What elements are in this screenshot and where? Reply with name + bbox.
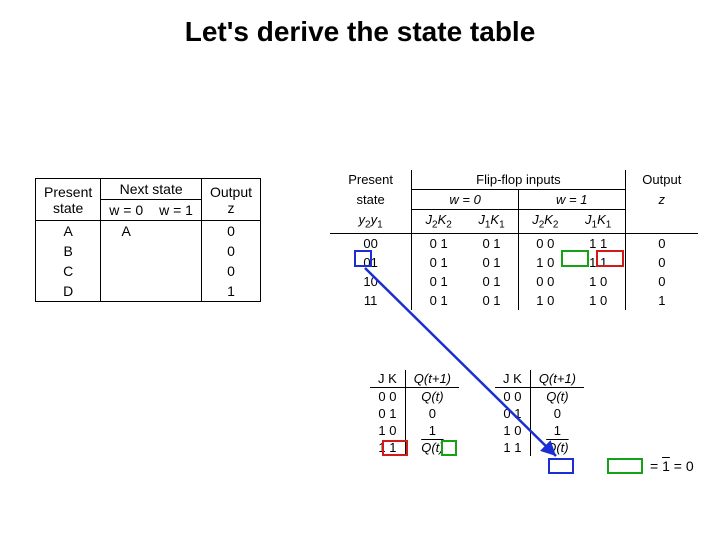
st-w0	[101, 241, 151, 261]
st-ps: C	[36, 261, 101, 281]
st-w0	[101, 261, 151, 281]
ff-y2y1: y2y1	[330, 210, 412, 234]
st-z: 0	[201, 241, 260, 261]
jk-row: 0 1	[495, 405, 530, 422]
highlight-red-jk	[382, 440, 408, 456]
jk-q: Q(t)	[530, 439, 584, 456]
ff-c: 0 0	[518, 272, 571, 291]
ff-c: 0 1	[465, 272, 518, 291]
q-hdr: Q(t+1)	[530, 370, 584, 388]
hdr-w1: w = 1	[151, 200, 201, 221]
ff-c: 0 1	[412, 233, 465, 253]
st-z: 1	[201, 281, 260, 302]
ff-c: 1 0	[572, 291, 625, 310]
highlight-red-ff	[596, 250, 624, 267]
st-ps: B	[36, 241, 101, 261]
ff-c: 0 1	[412, 272, 465, 291]
ff-blank	[625, 210, 698, 234]
ff-c: 0 1	[412, 253, 465, 272]
highlight-green-jk	[441, 440, 457, 456]
jk-q: Q(t)	[405, 388, 459, 406]
ff-hdr-ff: Flip-flop inputs	[412, 170, 625, 190]
ff-c: 1 0	[572, 272, 625, 291]
ff-c: 1 0	[518, 291, 571, 310]
ff-hdr-w1: w = 1	[518, 190, 625, 210]
flipflop-table: Present Flip-flop inputs Output state w …	[330, 170, 698, 310]
highlight-blue-jk	[548, 458, 574, 474]
jk-row: 0 0	[370, 388, 405, 406]
st-w1	[151, 221, 201, 242]
jk-q: 0	[530, 405, 584, 422]
ff-j1k1-b: J1K1	[572, 210, 625, 234]
jk-row: 1 0	[370, 422, 405, 439]
st-ps: A	[36, 221, 101, 242]
jk-hdr: J K	[495, 370, 530, 388]
highlight-green-jk2	[607, 458, 643, 474]
jk-row: 0 1	[370, 405, 405, 422]
st-ps: D	[36, 281, 101, 302]
hdr-next: Next state	[101, 179, 202, 200]
jk-row: 1 1	[495, 439, 530, 456]
hdr-present: Present state	[36, 179, 101, 221]
ff-hdr-present: Present	[330, 170, 412, 190]
st-z: 0	[201, 261, 260, 281]
hdr-out: Output z	[201, 179, 260, 221]
ff-hdr-w0: w = 0	[412, 190, 519, 210]
st-w1	[151, 241, 201, 261]
equation: = 1 = 0	[650, 458, 694, 474]
ff-hdr-state: state	[330, 190, 412, 210]
jk-table-right: J KQ(t+1) 0 0Q(t) 0 10 1 01 1 1Q(t)	[495, 370, 584, 456]
ff-c: 0 1	[465, 253, 518, 272]
jk-hdr: J K	[370, 370, 405, 388]
ff-j1k1-a: J1K1	[465, 210, 518, 234]
jk-q: 1	[530, 422, 584, 439]
st-w0	[101, 281, 151, 302]
st-z: 0	[201, 221, 260, 242]
hdr-w0: w = 0	[101, 200, 151, 221]
ff-z: 0	[625, 272, 698, 291]
jk-row: 1 0	[495, 422, 530, 439]
jk-q: Q(t)	[530, 388, 584, 406]
ff-c: 0 1	[465, 233, 518, 253]
jk-row: 0 0	[495, 388, 530, 406]
q-hdr: Q(t+1)	[405, 370, 459, 388]
ff-z: 0	[625, 253, 698, 272]
st-w0: A	[101, 221, 151, 242]
highlight-blue-ff	[354, 250, 372, 267]
ff-y: 10	[330, 272, 412, 291]
state-table: Present state Next state Output z w = 0 …	[35, 178, 261, 302]
page-title: Let's derive the state table	[0, 16, 720, 48]
jk-q: 1	[405, 422, 459, 439]
st-w1	[151, 261, 201, 281]
ff-hdr-out: Output	[625, 170, 698, 190]
ff-z: 1	[625, 291, 698, 310]
ff-hdr-z: z	[625, 190, 698, 210]
ff-j2k2-a: J2K2	[412, 210, 465, 234]
st-w1	[151, 281, 201, 302]
ff-y: 11	[330, 291, 412, 310]
ff-c: 0 1	[412, 291, 465, 310]
highlight-green-ff	[561, 250, 589, 267]
ff-c: 0 1	[465, 291, 518, 310]
jk-q: 0	[405, 405, 459, 422]
ff-z: 0	[625, 233, 698, 253]
ff-j2k2-b: J2K2	[518, 210, 571, 234]
